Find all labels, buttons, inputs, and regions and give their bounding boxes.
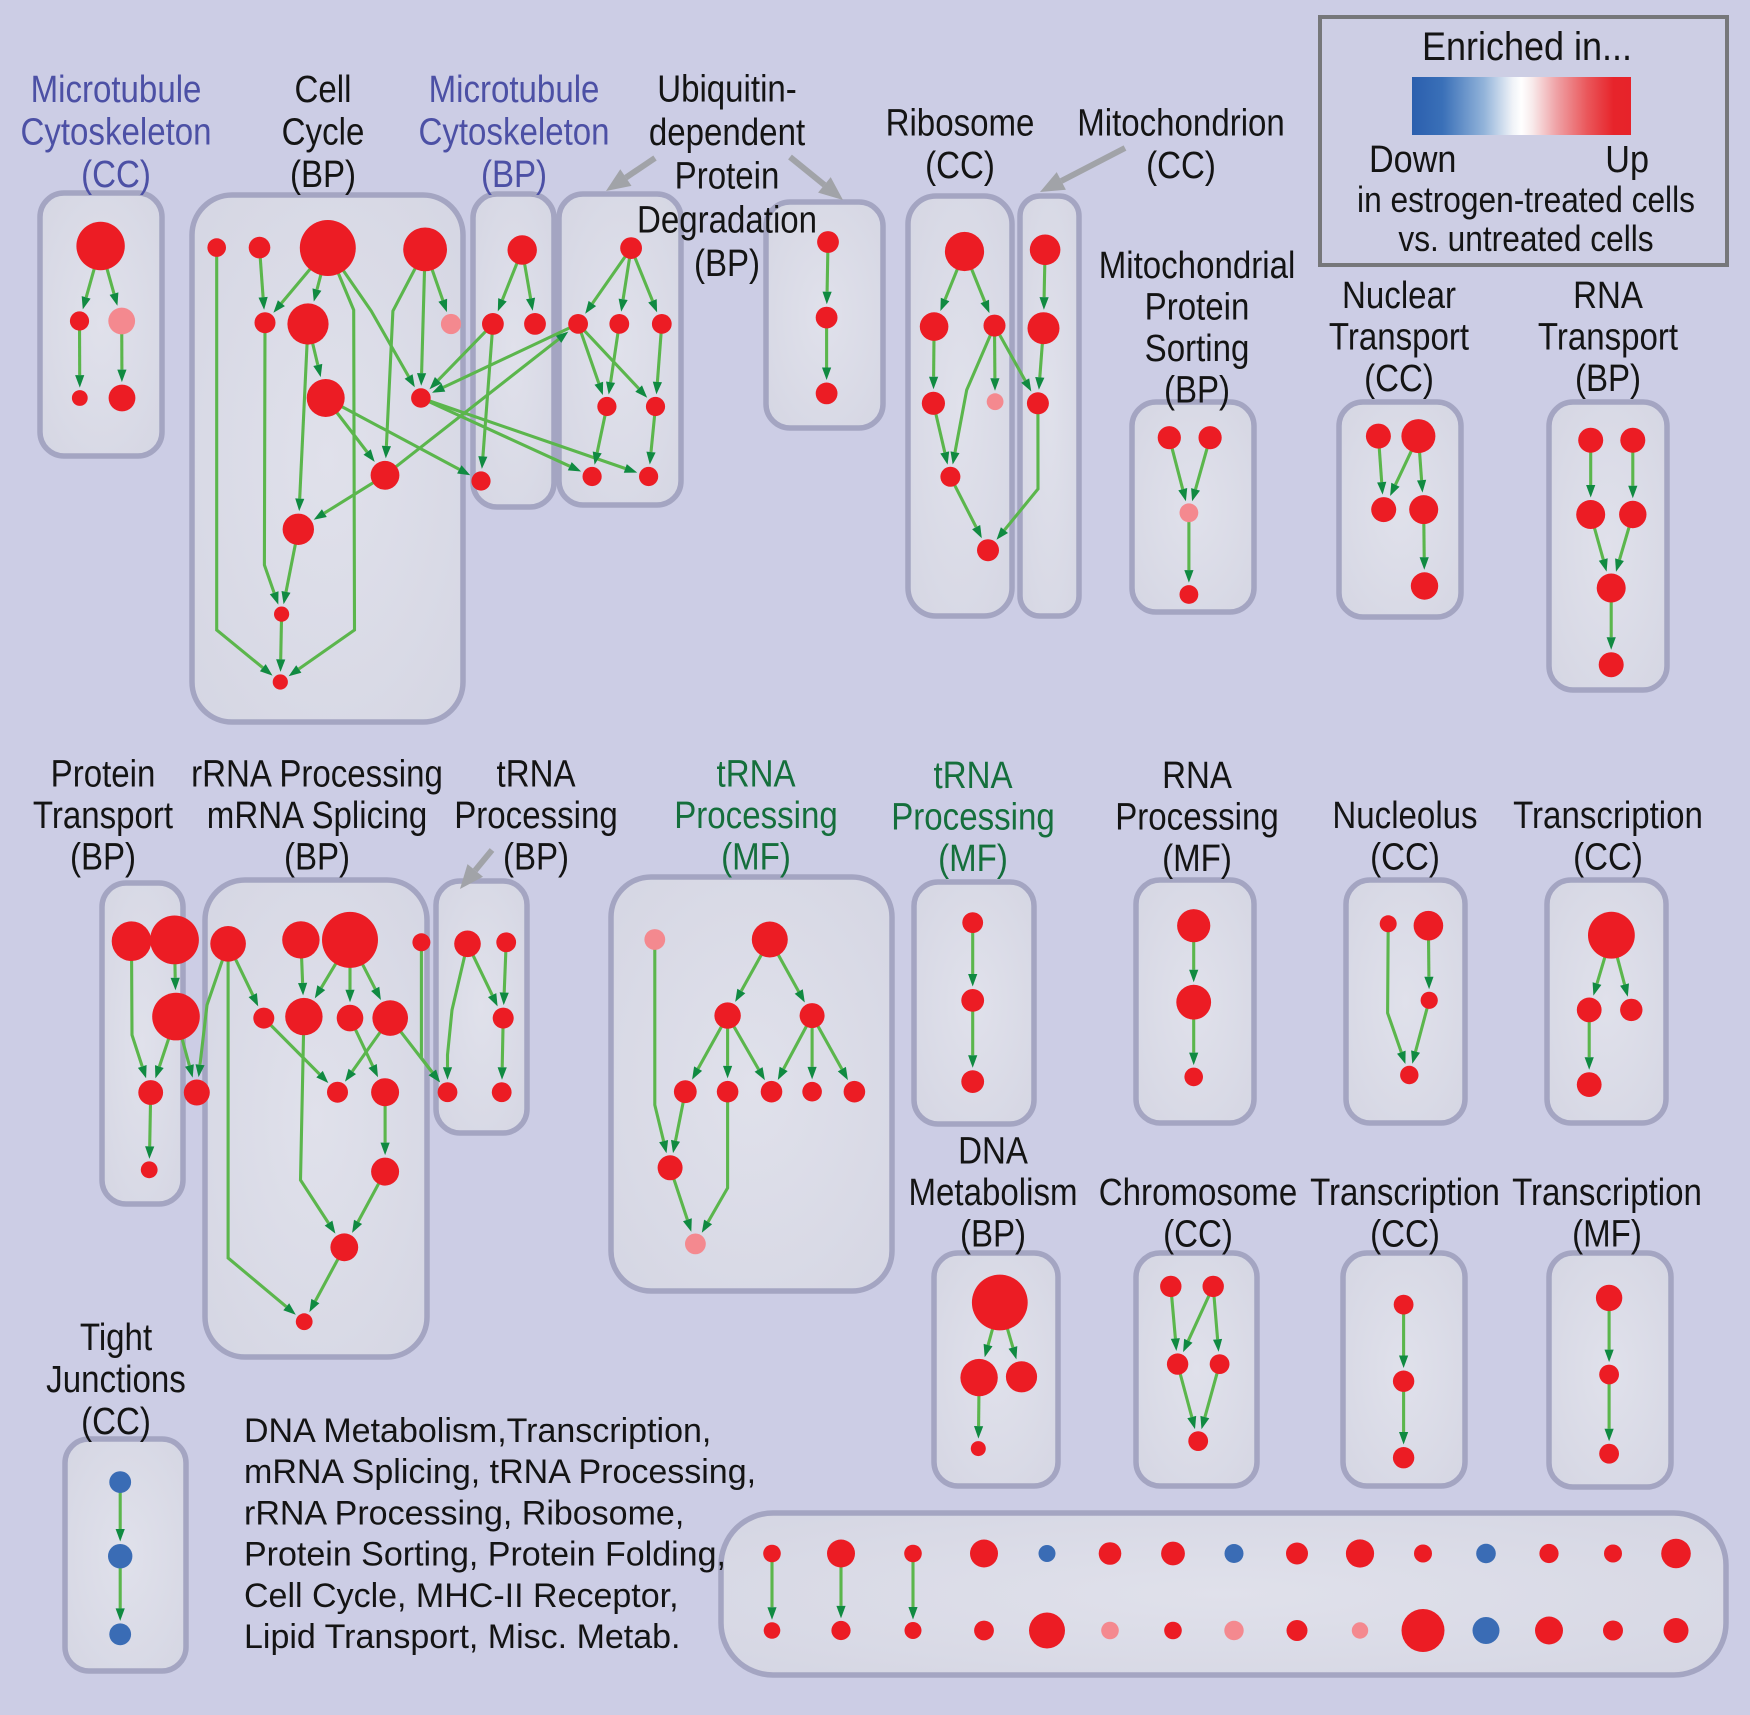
svg-text:(BP): (BP) — [960, 1212, 1026, 1255]
svg-text:Transport: Transport — [1329, 315, 1469, 358]
svg-text:rRNA Processing: rRNA Processing — [191, 752, 443, 795]
svg-text:Metabolism: Metabolism — [908, 1171, 1077, 1214]
svg-text:DNA Metabolism,Transcription,: DNA Metabolism,Transcription, — [244, 1412, 711, 1450]
svg-text:(CC): (CC) — [1163, 1212, 1233, 1255]
svg-text:Processing: Processing — [454, 794, 618, 837]
svg-text:Nuclear: Nuclear — [1342, 274, 1456, 317]
svg-text:(BP): (BP) — [290, 153, 356, 196]
svg-text:tRNA: tRNA — [497, 752, 576, 795]
svg-text:Ribosome: Ribosome — [886, 101, 1035, 144]
svg-text:Cytoskeleton: Cytoskeleton — [20, 110, 211, 153]
svg-text:(MF): (MF) — [1572, 1212, 1642, 1255]
svg-text:Up: Up — [1605, 137, 1649, 180]
svg-text:(CC): (CC) — [1573, 835, 1643, 878]
svg-text:DNA: DNA — [958, 1129, 1028, 1172]
svg-text:in estrogen-treated cells: in estrogen-treated cells — [1357, 180, 1695, 220]
svg-text:(BP): (BP) — [481, 153, 547, 196]
svg-text:Protein: Protein — [1145, 285, 1250, 328]
svg-text:Protein: Protein — [51, 752, 156, 795]
svg-text:Protein Sorting, Protein Foldi: Protein Sorting, Protein Folding, — [244, 1536, 726, 1574]
svg-text:rRNA Processing, Ribosome,: rRNA Processing, Ribosome, — [244, 1494, 684, 1532]
svg-text:Transcription: Transcription — [1513, 794, 1703, 837]
svg-text:Cycle: Cycle — [282, 110, 365, 153]
svg-text:Cytoskeleton: Cytoskeleton — [418, 110, 609, 153]
svg-text:Tight: Tight — [80, 1316, 152, 1359]
svg-text:Cell Cycle, MHC-II Receptor,: Cell Cycle, MHC-II Receptor, — [244, 1577, 679, 1615]
svg-text:(BP): (BP) — [284, 835, 350, 878]
svg-text:(MF): (MF) — [1162, 837, 1232, 880]
svg-text:(BP): (BP) — [694, 242, 760, 285]
svg-text:Microtubule: Microtubule — [31, 68, 202, 111]
svg-text:Junctions: Junctions — [46, 1358, 186, 1401]
svg-text:Protein: Protein — [675, 155, 780, 198]
svg-text:mRNA Splicing, tRNA Processing: mRNA Splicing, tRNA Processing, — [244, 1453, 756, 1491]
svg-text:(CC): (CC) — [1146, 144, 1216, 187]
svg-text:(CC): (CC) — [1364, 357, 1434, 400]
svg-text:(CC): (CC) — [1370, 1212, 1440, 1255]
svg-text:Mitochondrion: Mitochondrion — [1077, 101, 1285, 144]
svg-text:Microtubule: Microtubule — [429, 68, 600, 111]
svg-text:Transcription: Transcription — [1512, 1171, 1702, 1214]
svg-text:(BP): (BP) — [1575, 357, 1641, 400]
svg-text:Ubiquitin-: Ubiquitin- — [657, 67, 797, 110]
svg-text:RNA: RNA — [1162, 754, 1232, 797]
svg-text:Chromosome: Chromosome — [1099, 1171, 1297, 1214]
svg-text:Degradation: Degradation — [637, 198, 817, 241]
svg-text:Mitochondrial: Mitochondrial — [1099, 244, 1296, 287]
svg-text:tRNA: tRNA — [717, 752, 796, 795]
svg-text:Transport: Transport — [1538, 315, 1678, 358]
svg-text:Sorting: Sorting — [1145, 327, 1250, 370]
svg-text:Transcription: Transcription — [1310, 1171, 1500, 1214]
svg-text:(MF): (MF) — [721, 835, 791, 878]
svg-text:(CC): (CC) — [81, 153, 151, 196]
svg-text:(CC): (CC) — [1370, 835, 1440, 878]
svg-text:Transport: Transport — [33, 794, 173, 837]
svg-text:Processing: Processing — [674, 794, 838, 837]
svg-text:(BP): (BP) — [70, 835, 136, 878]
svg-text:(CC): (CC) — [81, 1400, 151, 1443]
svg-text:Enriched in...: Enriched in... — [1422, 25, 1632, 69]
svg-text:tRNA: tRNA — [934, 754, 1013, 797]
svg-text:mRNA Splicing: mRNA Splicing — [207, 794, 427, 837]
svg-text:Down: Down — [1369, 137, 1456, 180]
svg-text:Processing: Processing — [891, 795, 1055, 838]
svg-text:RNA: RNA — [1573, 274, 1643, 317]
svg-text:dependent: dependent — [649, 111, 805, 154]
svg-text:Cell: Cell — [295, 68, 352, 111]
svg-text:vs. untreated cells: vs. untreated cells — [1398, 219, 1653, 259]
svg-text:(CC): (CC) — [925, 144, 995, 187]
svg-text:(BP): (BP) — [1164, 368, 1230, 411]
svg-text:Processing: Processing — [1115, 795, 1279, 838]
svg-text:(BP): (BP) — [503, 835, 569, 878]
svg-text:(MF): (MF) — [938, 837, 1008, 880]
svg-text:Lipid Transport, Misc. Metab.: Lipid Transport, Misc. Metab. — [244, 1618, 681, 1656]
svg-text:Nucleolus: Nucleolus — [1332, 794, 1477, 837]
